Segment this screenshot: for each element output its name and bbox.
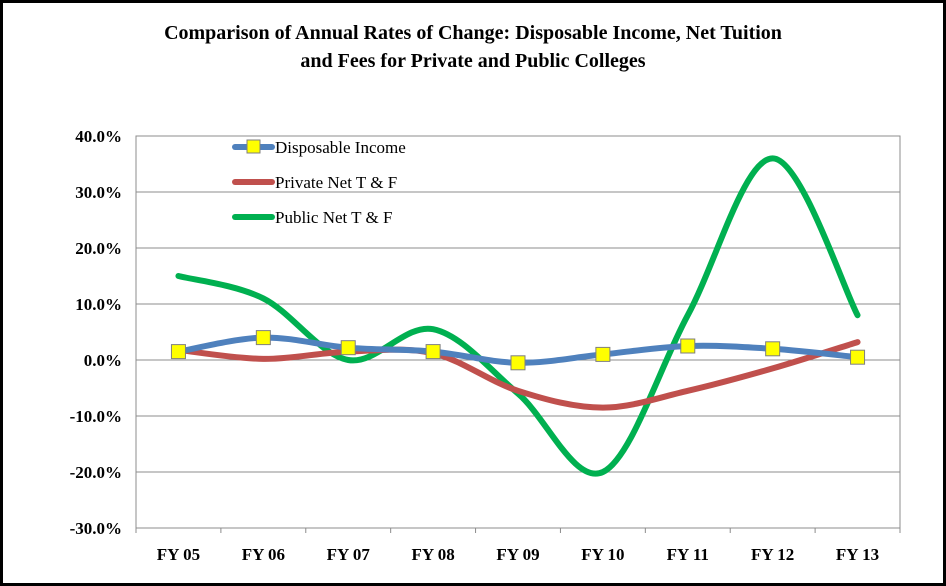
y-tick-label: 40.0%	[75, 127, 122, 146]
y-tick-label: 0.0%	[84, 351, 122, 370]
y-tick-label: 30.0%	[75, 183, 122, 202]
x-tick-label: FY 10	[581, 545, 624, 564]
x-tick-label: FY 13	[836, 545, 879, 564]
data-point-marker	[680, 338, 696, 354]
series-line	[175, 339, 861, 411]
legend-label: Public Net T & F	[275, 208, 392, 227]
data-point-marker	[340, 340, 356, 356]
x-tick-label: FY 05	[157, 545, 200, 564]
x-tick-label: FY 12	[751, 545, 794, 564]
chart-title: Comparison of Annual Rates of Change: Di…	[3, 19, 943, 75]
data-point-marker	[425, 344, 441, 360]
x-tick-label: FY 08	[411, 545, 454, 564]
data-point-marker	[850, 349, 866, 365]
data-point-marker	[170, 344, 186, 360]
legend-marker	[246, 139, 261, 154]
series-line	[175, 155, 861, 477]
x-tick-label: FY 06	[242, 545, 285, 564]
chart-title-line-2: and Fees for Private and Public Colleges	[300, 50, 646, 72]
y-tick-label: -30.0%	[70, 519, 122, 538]
y-tick-label: -10.0%	[70, 407, 122, 426]
x-tick-label: FY 09	[496, 545, 539, 564]
x-tick-label: FY 07	[327, 545, 371, 564]
x-tick-label: FY 11	[667, 545, 709, 564]
line-chart: 40.0% 30.0% 20.0% 10.0% 0.0% -10.0% -20.0% -30.…	[70, 127, 901, 564]
data-point-marker	[255, 330, 271, 346]
plot-area-border	[135, 135, 901, 529]
y-tick-label: -20.0%	[70, 463, 122, 482]
legend-label: Private Net T & F	[275, 173, 397, 192]
data-point-marker	[510, 355, 526, 371]
data-point-marker	[595, 346, 611, 362]
data-point-marker	[765, 341, 781, 357]
chart-title-line-1: Comparison of Annual Rates of Change: Di…	[164, 22, 782, 44]
y-tick-label: 10.0%	[75, 295, 122, 314]
y-tick-label: 20.0%	[75, 239, 122, 258]
legend-label: Disposable Income	[275, 138, 406, 157]
